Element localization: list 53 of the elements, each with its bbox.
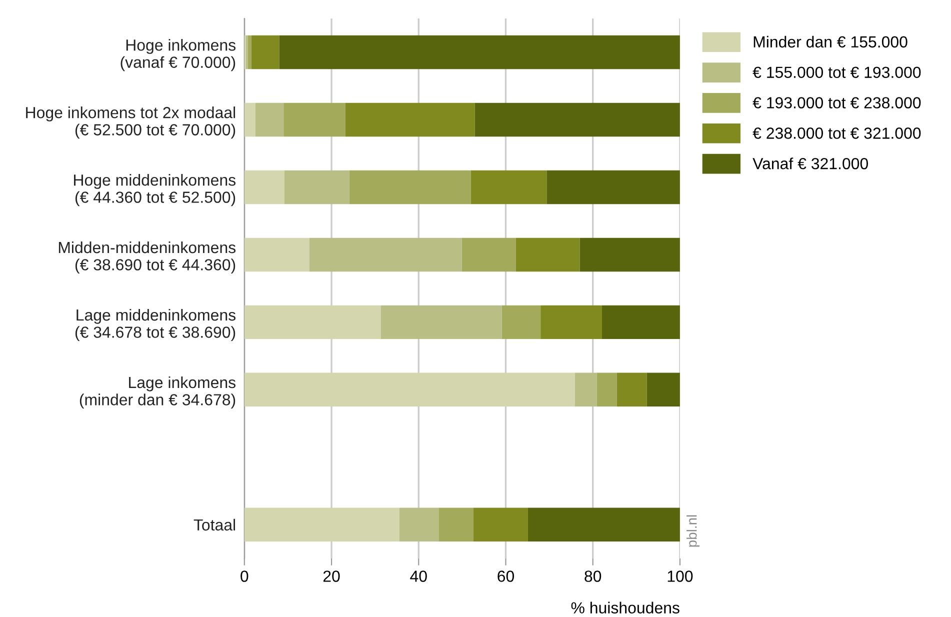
bar xyxy=(244,170,284,204)
bar xyxy=(255,102,284,137)
bar xyxy=(528,508,680,542)
bar xyxy=(462,238,516,272)
x-tick-label: 60 xyxy=(498,570,514,582)
bar xyxy=(470,170,547,204)
legend-label: € 238.000 tot € 321.000 xyxy=(752,128,921,139)
legend-label: Minder dan € 155.000 xyxy=(754,36,908,48)
bar xyxy=(596,372,617,407)
y-tick-label: Midden-middeninkomens (€ 38.690 tot € 44.360) xyxy=(58,241,236,274)
bar xyxy=(474,508,528,542)
x-tick-label: 40 xyxy=(410,570,427,582)
y-tick-label: Hoge inkomens (vanaf € 70.000) xyxy=(120,39,236,72)
y-tick-label: Lage inkomens (minder dan € 34.678) xyxy=(80,376,236,409)
y-tick-label: Totaal xyxy=(194,518,236,531)
bar xyxy=(345,102,475,137)
bar xyxy=(251,35,280,70)
bar xyxy=(502,305,541,340)
bar xyxy=(602,305,680,340)
y-tick-label: Hoge inkomens tot 2x modaal (€ 52.500 tot € 70.000) xyxy=(26,106,236,139)
y-tick-label: Hoge middeninkomens (€ 44.360 tot € 52.500) xyxy=(74,174,236,206)
x-tick-label: 20 xyxy=(323,570,340,582)
bar xyxy=(474,102,680,137)
bar xyxy=(380,305,502,340)
bar xyxy=(438,508,474,542)
bar xyxy=(309,238,462,272)
bar xyxy=(574,372,597,407)
bar xyxy=(580,238,680,272)
bar xyxy=(516,238,580,272)
bar xyxy=(546,170,680,204)
legend-label: € 155.000 tot € 193.000 xyxy=(752,66,921,78)
bar xyxy=(244,305,381,340)
y-tick-label: Lage middeninkomens (€ 34.678 tot € 38.690) xyxy=(75,308,236,342)
legend-label: Vanaf € 321.000 xyxy=(752,158,868,170)
bar xyxy=(244,102,256,137)
bar xyxy=(540,305,602,340)
bar xyxy=(244,508,400,542)
bar xyxy=(244,372,575,407)
text: pbl.nl xyxy=(686,515,700,547)
bar xyxy=(244,238,310,272)
bar xyxy=(616,372,647,407)
bar xyxy=(399,508,439,542)
x-tick-label: 80 xyxy=(584,570,602,582)
bar xyxy=(646,372,680,407)
bar xyxy=(284,102,346,137)
bar xyxy=(279,35,680,70)
legend-label: € 193.000 tot € 238.000 xyxy=(752,97,921,108)
bar xyxy=(284,170,350,204)
x-axis-title: % huishoudens xyxy=(571,602,680,614)
x-tick-label: 0 xyxy=(240,570,248,582)
bar xyxy=(349,170,471,204)
bar xyxy=(248,35,252,70)
x-tick-label: 100 xyxy=(668,570,693,582)
